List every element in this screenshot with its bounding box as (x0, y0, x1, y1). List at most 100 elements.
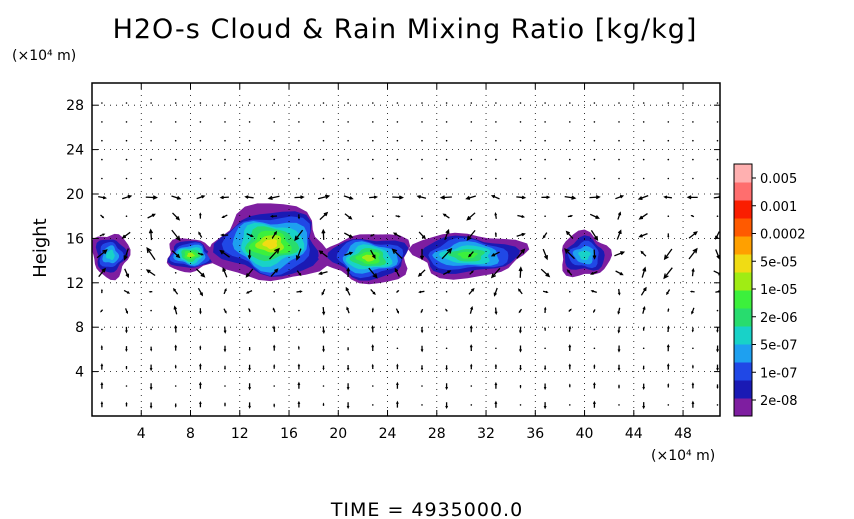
wind-vector-398 (666, 289, 671, 296)
wind-vector-17 (101, 102, 103, 104)
wind-vector-180 (343, 232, 354, 238)
wind-vector-346 (593, 309, 596, 314)
wind-vector-375 (642, 402, 646, 410)
wind-vector-124 (272, 325, 276, 332)
wind-vector-418 (688, 231, 698, 239)
wind-vector-108 (248, 307, 251, 313)
wind-vector-252 (445, 158, 448, 161)
wind-vector-441 (716, 121, 719, 123)
wind-vector-220 (396, 121, 399, 123)
x-tick-label-4: 4 (137, 426, 146, 442)
wind-vector-5 (101, 328, 103, 331)
wind-vector-213 (391, 248, 403, 259)
colorbar-label-1: 0.005 (760, 172, 797, 187)
wind-vector-67 (174, 121, 177, 123)
wind-vector-355 (593, 139, 596, 142)
wind-vector-133 (273, 158, 276, 161)
wind-vector-200 (372, 177, 374, 180)
colorbar-swatch-13 (734, 182, 752, 201)
wind-vector-117 (248, 139, 251, 142)
wind-vector-419 (690, 215, 695, 218)
x-tick-label-12: 12 (231, 426, 249, 442)
y-axis-label: Height (30, 218, 51, 278)
wind-vector-366 (614, 251, 626, 257)
wind-vector-13 (101, 177, 103, 180)
wind-vector-349 (592, 249, 597, 260)
wind-vector-201 (372, 158, 374, 161)
wind-vector-417 (688, 247, 698, 260)
wind-vector-166 (322, 177, 325, 180)
wind-vector-335 (564, 195, 577, 200)
wind-vector-161 (318, 271, 328, 276)
wind-vector-22 (125, 326, 128, 334)
wind-vector-381 (640, 286, 647, 296)
wind-vector-93 (222, 267, 228, 278)
wind-vector-204 (372, 102, 374, 104)
wind-vector-41 (148, 290, 153, 293)
wind-vector-228 (418, 290, 425, 294)
wind-vector-6 (100, 309, 104, 313)
wind-vector-102 (224, 102, 226, 104)
wind-vector-225 (420, 345, 424, 353)
wind-vector-423 (692, 139, 694, 142)
wind-vector-415 (689, 290, 695, 293)
wind-vector-189 (372, 385, 374, 387)
wind-vector-10 (99, 233, 106, 237)
wind-vector-120 (273, 403, 276, 408)
wind-vector-351 (589, 213, 600, 219)
wind-vector-261 (469, 305, 474, 314)
wind-vector-75 (197, 287, 204, 297)
wind-vector-329 (568, 308, 572, 312)
wind-vector-105 (248, 364, 251, 372)
wind-vector-264 (468, 251, 474, 258)
wind-vector-362 (617, 326, 621, 334)
wind-vector-300 (517, 214, 526, 219)
wind-vector-283 (494, 212, 498, 219)
wind-vector-308 (543, 383, 547, 391)
wind-vector-170 (322, 102, 325, 104)
wind-vector-312 (543, 306, 547, 313)
wind-vector-153 (298, 102, 300, 104)
wind-vector-304 (519, 139, 522, 142)
wind-vector-182 (343, 195, 354, 200)
wind-vector-359 (618, 384, 620, 390)
wind-vector-223 (421, 385, 423, 387)
wind-vector-25 (124, 268, 130, 279)
wind-vector-164 (319, 211, 329, 221)
wind-vector-15 (101, 139, 103, 142)
wind-vector-293 (519, 345, 522, 353)
wind-vector-325 (568, 383, 571, 388)
wind-vector-399 (663, 267, 673, 280)
wind-vector-132 (273, 177, 276, 180)
wind-vector-157 (322, 345, 325, 353)
chart-title: H2O-s Cloud & Rain Mixing Ratio [kg/kg] (113, 14, 698, 45)
wind-vector-387 (642, 177, 645, 180)
wind-vector-183 (347, 177, 349, 180)
wind-vector-53 (174, 385, 177, 387)
wind-vector-324 (569, 404, 571, 406)
wind-vector-185 (347, 139, 349, 142)
wind-vector-151 (298, 139, 300, 142)
wind-vector-434 (715, 249, 720, 260)
wind-vector-393 (667, 383, 670, 388)
wind-vector-379 (642, 326, 645, 331)
wind-vector-165 (317, 194, 331, 200)
x-axis: 4 8 12 16 20 24 28 32 36 40 44 48 (137, 83, 692, 442)
wind-vector-402 (667, 215, 670, 217)
wind-vector-395 (666, 343, 670, 352)
wind-vector-76 (195, 268, 206, 278)
y-tick-label-16: 16 (66, 231, 84, 247)
wind-vector-244 (445, 308, 448, 312)
colorbar-label-9: 2e-08 (760, 394, 798, 409)
colorbar-swatch-4 (734, 344, 752, 363)
colorbar-label-8: 1e-07 (760, 366, 798, 381)
x-tick-label-24: 24 (379, 426, 397, 442)
wind-vector-245 (445, 290, 448, 293)
x-tick-label-28: 28 (428, 426, 446, 442)
wind-vector-123 (272, 344, 276, 351)
wind-vector-288 (495, 121, 497, 123)
wind-vector-280 (490, 267, 501, 279)
wind-vector-65 (174, 158, 177, 161)
wind-vector-72 (199, 345, 202, 350)
